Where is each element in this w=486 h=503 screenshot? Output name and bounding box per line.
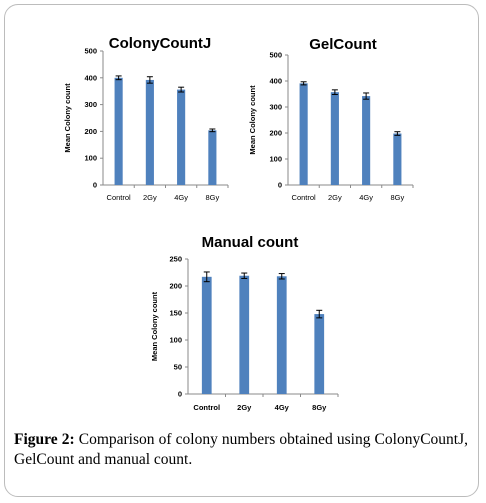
bar (276, 276, 287, 394)
y-tick-label: 300 (269, 103, 282, 112)
chart-title: GelCount (309, 36, 377, 53)
y-axis-label: Mean Colony count (248, 85, 257, 155)
chart-gelcount: GelCount 0 100 200 300 400 500 Mean Colony coun… (248, 36, 414, 202)
x-tick-label: 4Gy (359, 193, 373, 202)
x-tick-label: 2Gy (237, 403, 252, 412)
y-tick-label: 50 (174, 363, 182, 372)
x-tick-label: 8Gy (312, 403, 327, 412)
x-tick-label: 2Gy (143, 193, 157, 202)
bar (393, 133, 402, 185)
y-tick-label: 250 (169, 255, 182, 264)
x-tick-label: 8Gy (390, 193, 404, 202)
bar (299, 83, 308, 185)
y-tick-label: 500 (269, 51, 282, 60)
chart-title: Manual count (202, 234, 299, 251)
x-tick-label: Control (292, 193, 317, 202)
bar (145, 79, 154, 185)
y-tick-label: 150 (169, 309, 182, 318)
y-tick-label: 0 (93, 181, 97, 190)
y-axis-label: Mean Colony count (150, 291, 159, 361)
caption-text: Comparison of colony numbers obtained us… (14, 431, 468, 468)
bar (314, 314, 325, 394)
bar (362, 96, 371, 185)
x-tick-label: 4Gy (275, 403, 290, 412)
x-tick-label: Control (193, 403, 220, 412)
x-tick-label: 4Gy (174, 193, 188, 202)
bar (239, 275, 250, 394)
bar (114, 77, 123, 185)
y-tick-label: 0 (178, 390, 182, 399)
y-axis-label: Mean Colony count (63, 83, 72, 153)
y-tick-label: 200 (84, 127, 97, 136)
chart-title: ColonyCountJ (109, 35, 212, 52)
chart-colonycountj: ColonyCountJ 0 100 200 300 400 500 Mean Colony … (63, 35, 229, 202)
bar (330, 92, 339, 185)
chart-manual-count: Manual count 0 50 100 150 200 250 Mean Colony c… (150, 234, 339, 412)
y-tick-label: 400 (84, 73, 97, 82)
bar (201, 276, 212, 394)
y-tick-label: 100 (84, 154, 97, 163)
y-tick-label: 400 (269, 77, 282, 86)
figure-frame (4, 4, 479, 497)
bar (177, 89, 186, 185)
caption-label: Figure 2: (14, 431, 75, 448)
y-tick-label: 500 (84, 47, 97, 56)
figure-caption: Figure 2: Comparison of colony numbers o… (14, 430, 468, 470)
x-tick-label: 8Gy (205, 193, 219, 202)
x-tick-label: Control (107, 193, 132, 202)
y-tick-label: 300 (84, 100, 97, 109)
y-tick-label: 100 (169, 336, 182, 345)
y-tick-label: 200 (269, 129, 282, 138)
y-tick-label: 200 (169, 282, 182, 291)
y-tick-label: 0 (278, 181, 282, 190)
bar (208, 130, 217, 185)
y-tick-label: 100 (269, 155, 282, 164)
x-tick-label: 2Gy (328, 193, 342, 202)
